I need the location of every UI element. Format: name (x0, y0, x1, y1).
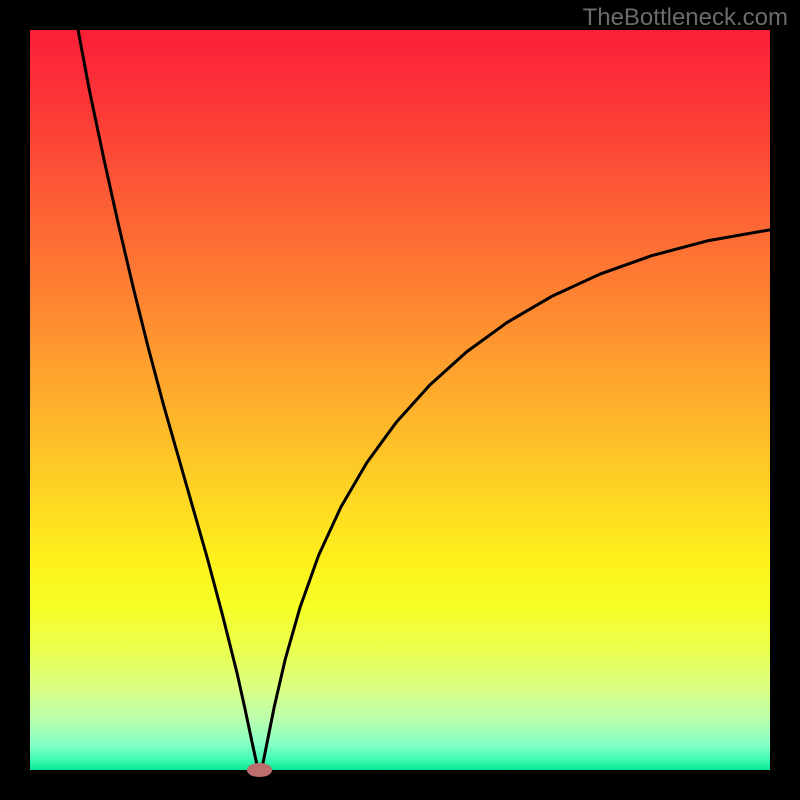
watermark-text: TheBottleneck.com (583, 4, 788, 32)
bottleneck-curve (30, 30, 770, 770)
optimum-marker (247, 763, 272, 776)
chart-canvas: TheBottleneck.com (0, 0, 800, 800)
curve-path (78, 30, 770, 770)
plot-area (30, 30, 770, 770)
